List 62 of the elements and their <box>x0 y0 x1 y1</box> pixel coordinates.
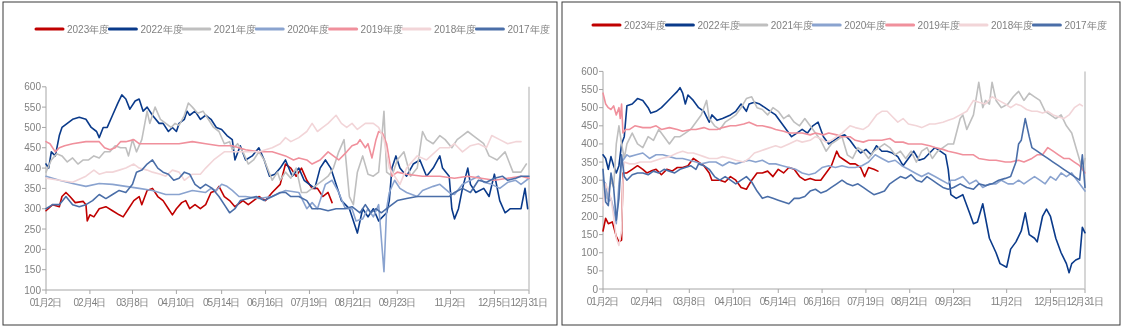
y-tick-label: 100 <box>24 284 42 296</box>
y-tick-label: 500 <box>581 102 599 114</box>
x-tick-label: 11月2日 <box>990 296 1022 307</box>
y-tick-label: 0 <box>592 283 599 295</box>
y-tick-label: 600 <box>24 81 42 93</box>
y-tick-label: 350 <box>24 182 42 194</box>
x-tick-label: 08月21日 <box>334 297 371 308</box>
x-tick-label: 05月14日 <box>759 296 796 307</box>
y-tick-label: 550 <box>24 101 42 113</box>
y-tick-label: 500 <box>24 121 42 133</box>
y-tick-label: 350 <box>581 156 599 168</box>
legend-label: 2017年度 <box>507 24 550 35</box>
y-tick-label: 150 <box>24 264 42 276</box>
x-tick-label: 11月2日 <box>434 297 466 308</box>
legend-label: 2020年度 <box>287 24 330 35</box>
y-tick-label: 250 <box>581 192 599 204</box>
y-tick-label: 150 <box>581 229 599 241</box>
y-tick-label: 450 <box>581 120 599 132</box>
y-tick-label: 550 <box>581 84 599 96</box>
x-tick-label: 12月5日 <box>1034 296 1066 307</box>
legend-label: 2022年度 <box>140 24 183 35</box>
x-tick-label: 08月21日 <box>891 296 928 307</box>
legend-label: 2019年度 <box>917 20 960 31</box>
y-tick-label: 50 <box>586 265 599 277</box>
x-tick-label: 01月2日 <box>29 297 62 308</box>
x-tick-label: 02月4日 <box>73 297 106 308</box>
legend-label: 2020年度 <box>844 20 887 31</box>
x-tick-label: 06月16日 <box>803 296 840 307</box>
y-tick-label: 250 <box>24 223 42 235</box>
y-tick-label: 400 <box>24 162 42 174</box>
x-tick-label: 07月19日 <box>290 297 328 308</box>
x-tick-label: 12月31日 <box>1066 296 1103 307</box>
x-tick-label: 04月10日 <box>157 297 195 308</box>
y-tick-label: 400 <box>581 138 599 150</box>
x-tick-label: 09月23日 <box>378 297 415 308</box>
x-tick-label: 07月19日 <box>847 296 884 307</box>
legend-label: 2021年度 <box>770 20 814 31</box>
legend-label: 2023年度 <box>624 20 667 31</box>
x-tick-label: 04月10日 <box>714 296 751 307</box>
x-tick-label: 12月5日 <box>478 297 510 308</box>
legend-label: 2019年度 <box>360 24 403 35</box>
y-tick-label: 300 <box>581 174 599 186</box>
x-tick-label: 03月8日 <box>672 296 705 307</box>
y-tick-label: 200 <box>24 243 42 255</box>
y-tick-label: 100 <box>581 247 599 259</box>
x-tick-label: 05月14日 <box>203 297 240 308</box>
x-tick-label: 12月31日 <box>510 297 547 308</box>
x-tick-label: 09月23日 <box>934 296 972 307</box>
legend-label: 2017年度 <box>1064 20 1107 31</box>
y-tick-label: 600 <box>581 65 599 77</box>
x-tick-label: 06月16日 <box>246 297 284 308</box>
y-tick-label: 450 <box>24 142 42 154</box>
legend-label: 2018年度 <box>434 24 477 35</box>
legend-label: 2021年度 <box>213 24 257 35</box>
y-tick-label: 300 <box>24 203 42 215</box>
legend-label: 2023年度 <box>67 24 110 35</box>
legend-label: 2022年度 <box>697 20 740 31</box>
x-tick-label: 01月2日 <box>586 296 619 307</box>
legend-label: 2018年度 <box>991 20 1034 31</box>
y-tick-label: 200 <box>581 210 599 222</box>
x-tick-label: 03月8日 <box>116 297 148 308</box>
x-tick-label: 02月4日 <box>630 296 663 307</box>
